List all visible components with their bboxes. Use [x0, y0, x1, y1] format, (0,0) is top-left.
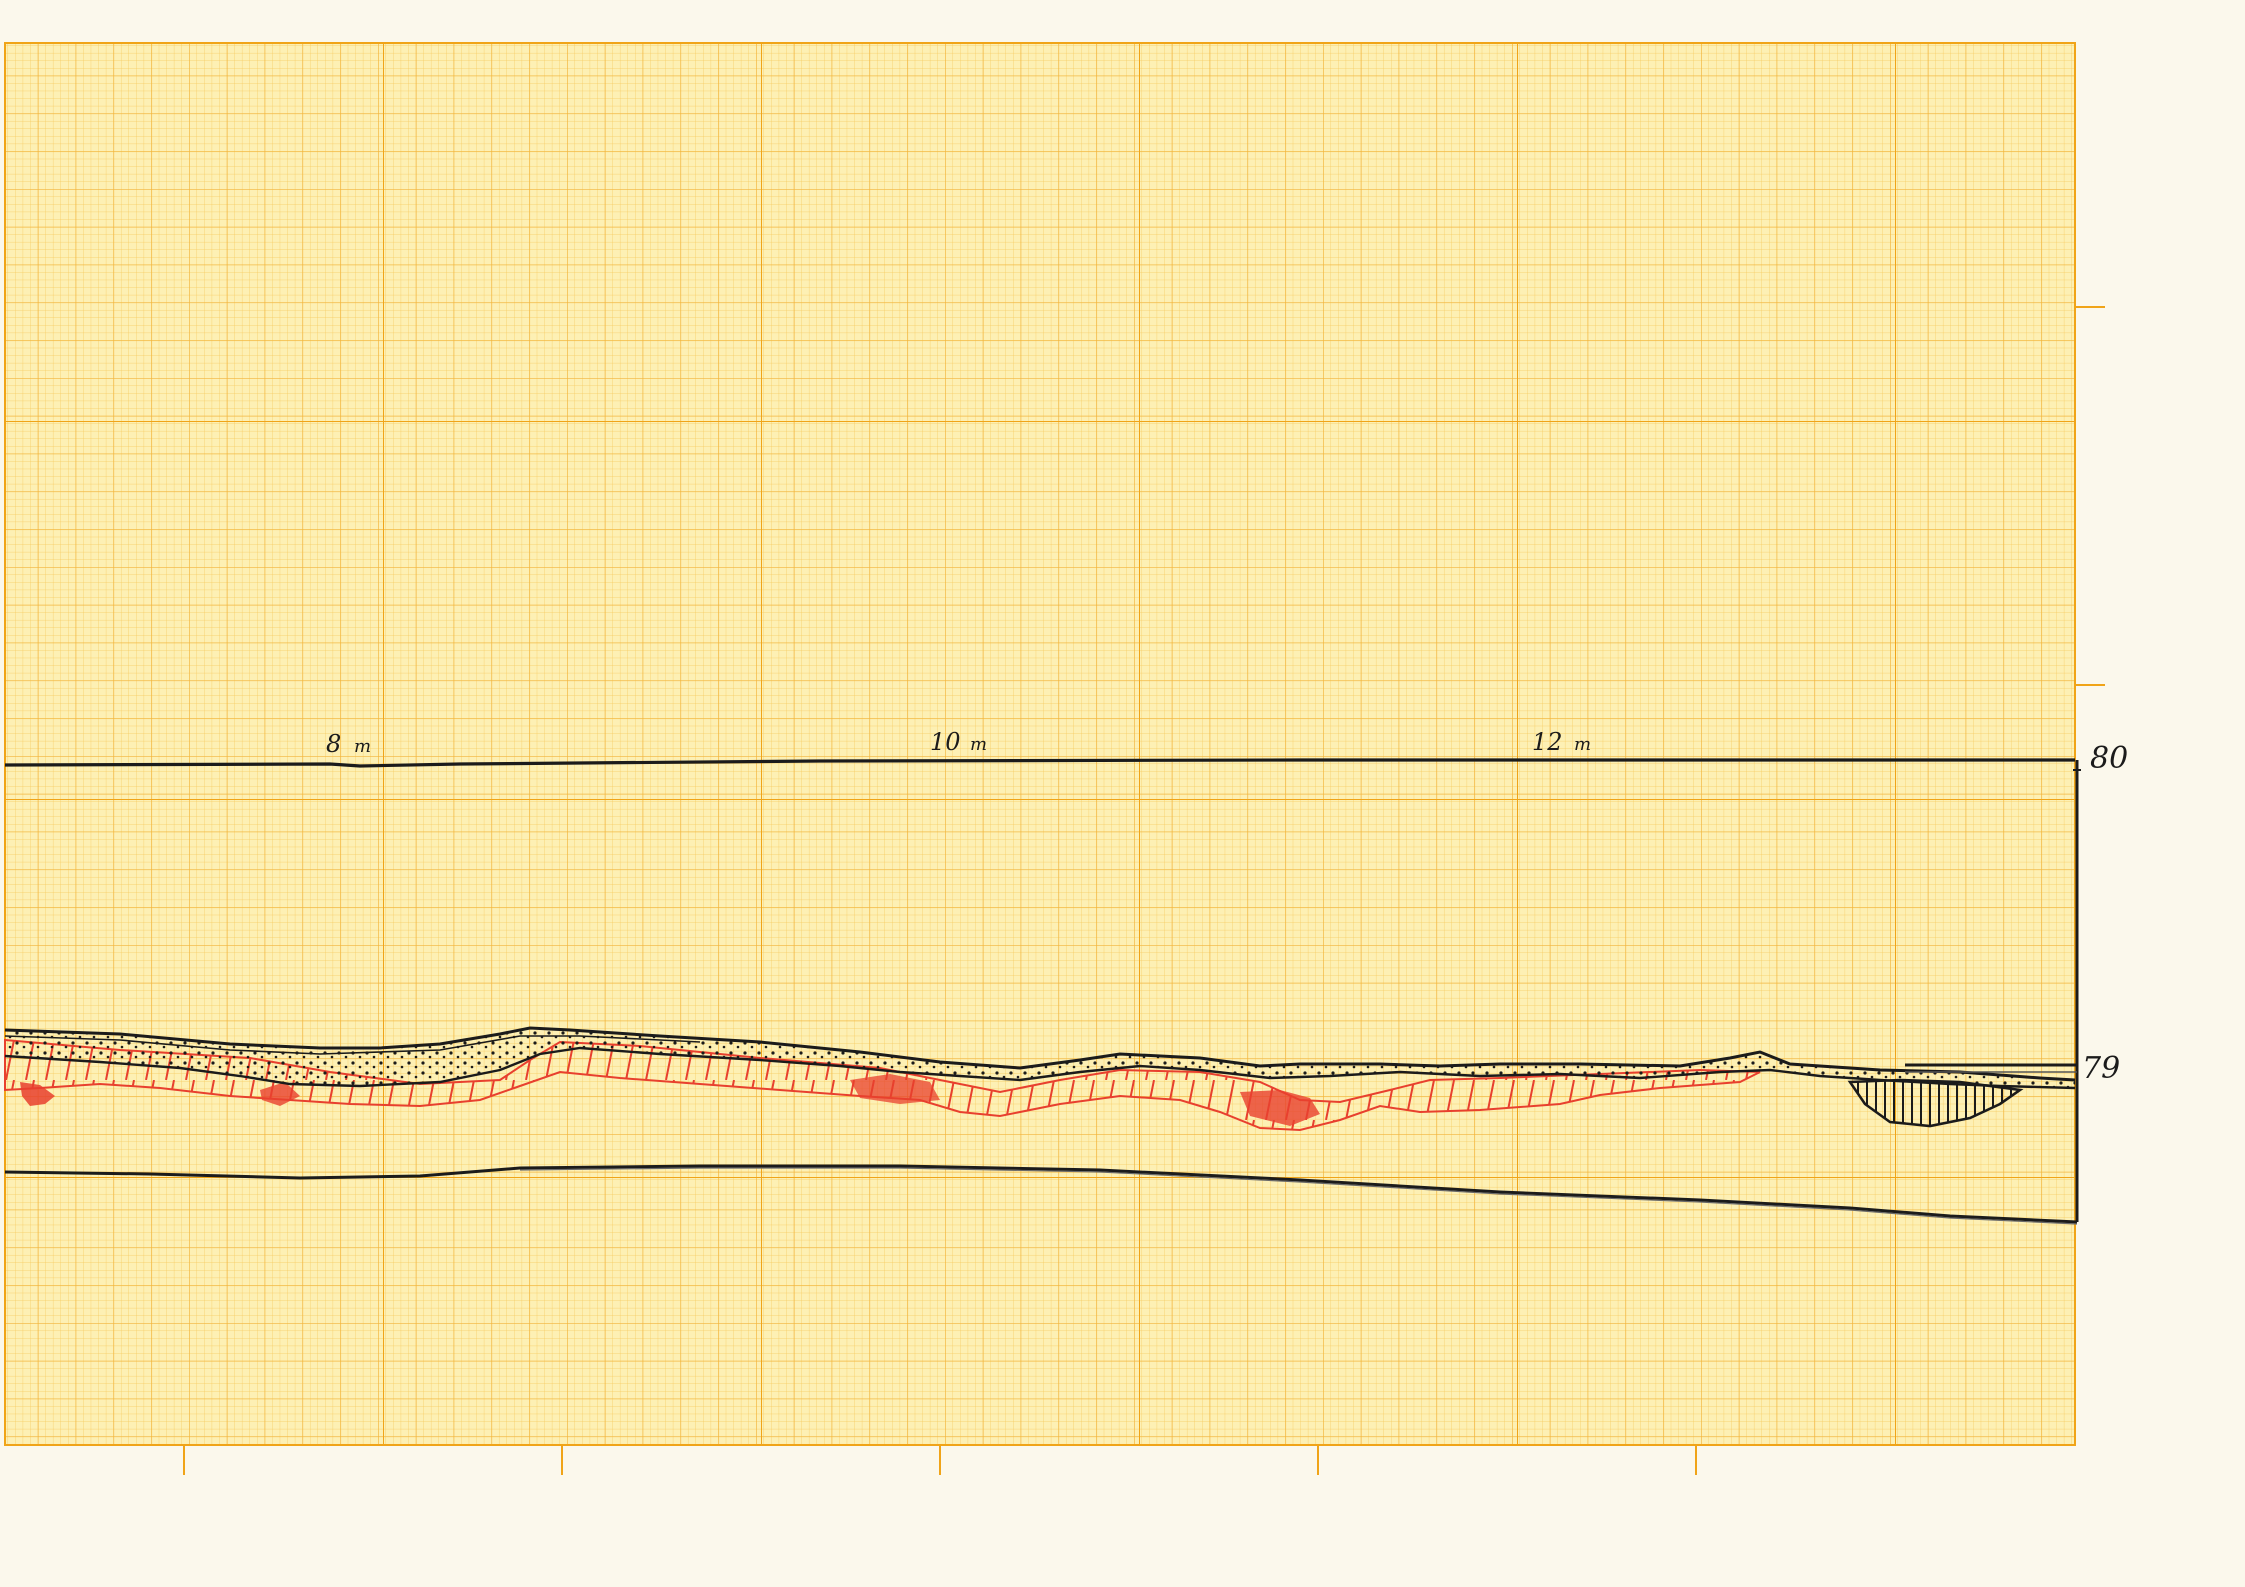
datum-line-80	[4, 758, 2075, 768]
section-right-edge	[2073, 760, 2081, 1222]
elevation-labels: 80 79	[2082, 741, 2128, 1086]
distance-label-10m: 10 m	[930, 728, 987, 756]
distance-label-8m: 8 m	[326, 730, 371, 758]
distance-label-12m: 12 m	[1532, 728, 1591, 756]
distance-label-unit: m	[1574, 734, 1591, 755]
distance-label-unit: m	[354, 736, 371, 757]
distance-label-unit: m	[970, 734, 987, 755]
dotted-sand-layer	[4, 1026, 2076, 1090]
lower-boundary-line	[4, 1164, 2078, 1225]
elevation-label-79: 79	[2082, 1051, 2120, 1086]
black-hatched-pit	[1847, 1063, 2077, 1128]
distance-labels: 8 m 10 m 12 m	[326, 728, 1591, 758]
distance-label-value: 10	[930, 728, 961, 756]
distance-label-value: 12	[1532, 728, 1563, 756]
graph-grid	[4, 42, 2105, 1475]
distance-label-value: 8	[326, 730, 341, 758]
elevation-label-80: 80	[2090, 741, 2128, 776]
